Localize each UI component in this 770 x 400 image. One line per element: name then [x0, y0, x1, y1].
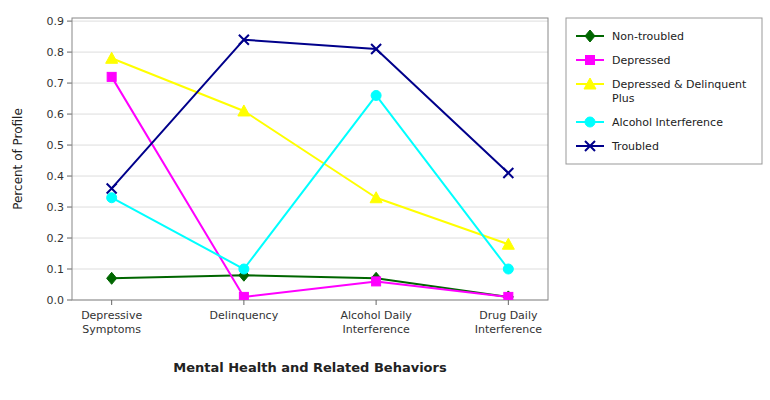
x-tick-label: DepressiveSymptoms	[81, 309, 142, 336]
grid-line	[72, 114, 548, 115]
point	[107, 272, 117, 284]
legend-item: Depressed & DelinquentPlus	[576, 78, 747, 105]
point	[107, 193, 117, 203]
y-tick	[67, 300, 72, 301]
legend-label: Non-troubled	[612, 30, 684, 43]
legend-item: Troubled	[576, 140, 659, 153]
series	[106, 52, 515, 249]
series-line	[112, 40, 509, 189]
legend-item: Alcohol Interference	[576, 116, 723, 129]
legend-item: Non-troubled	[576, 30, 684, 43]
grid-line	[72, 238, 548, 239]
legend-marker	[585, 141, 595, 151]
grid-line	[72, 83, 548, 84]
series	[107, 72, 513, 300]
legend-label: Alcohol Interference	[612, 116, 723, 129]
y-tick	[67, 269, 72, 270]
point	[371, 44, 381, 54]
y-tick-label: 0.3	[47, 201, 65, 214]
grid-line	[72, 21, 548, 22]
series	[107, 269, 514, 300]
point	[239, 292, 248, 300]
y-axis: 0.0 0.1 0.2 0.3 0.4 0.5 0.6 0.7 0.8 0.9	[47, 15, 73, 307]
y-tick-label: 0.9	[47, 15, 65, 28]
y-tick	[67, 21, 72, 22]
y-tick-label: 0.4	[47, 170, 65, 183]
legend-label: Troubled	[611, 140, 659, 153]
x-axis: DepressiveSymptoms Delinquency Alcohol Dai…	[81, 300, 542, 336]
point	[372, 277, 381, 286]
y-tick-label: 0.6	[47, 108, 65, 121]
plot-frame	[72, 18, 548, 300]
x-tick-label: Alcohol DailyInterference	[340, 309, 412, 336]
point	[502, 238, 514, 249]
legend-box	[566, 18, 762, 164]
point	[239, 35, 249, 45]
y-tick	[67, 145, 72, 146]
series	[107, 90, 514, 274]
point	[371, 90, 381, 100]
legend-item: Depressed	[576, 54, 670, 67]
y-tick	[67, 176, 72, 177]
x-tick-label: Drug DailyInterference	[475, 309, 543, 336]
point	[238, 105, 250, 116]
point	[503, 264, 513, 274]
point	[107, 72, 116, 81]
y-tick-label: 0.8	[47, 46, 65, 59]
y-tick	[67, 52, 72, 53]
point	[370, 192, 382, 203]
point	[239, 264, 249, 274]
point	[106, 52, 118, 63]
y-tick	[67, 114, 72, 115]
y-tick	[67, 238, 72, 239]
x-tick	[376, 300, 377, 305]
point	[504, 292, 513, 300]
plot-area	[106, 35, 515, 300]
point	[503, 291, 513, 300]
y-axis-label: Percent of Profile	[11, 108, 25, 210]
x-tick	[508, 300, 509, 305]
grid-line	[72, 52, 548, 53]
legend-marker	[586, 56, 595, 65]
grid	[72, 21, 548, 300]
series	[107, 35, 514, 194]
x-tick-label: Delinquency	[210, 309, 279, 322]
legend: Non-troubled Depressed Depressed & Delinqu…	[566, 18, 762, 164]
legend-marker	[585, 117, 595, 127]
y-tick-label: 0.2	[47, 232, 65, 245]
y-tick-label: 0.5	[47, 139, 65, 152]
series-line	[112, 275, 509, 297]
series-line	[112, 77, 509, 297]
x-tick	[243, 300, 244, 305]
legend-marker	[585, 30, 595, 42]
grid-line	[72, 176, 548, 177]
legend-marker	[584, 78, 596, 89]
y-tick	[67, 207, 72, 208]
point	[107, 183, 117, 193]
y-tick-label: 0.7	[47, 77, 65, 90]
grid-line	[72, 269, 548, 270]
point	[503, 168, 513, 178]
legend-label: Depressed & DelinquentPlus	[612, 78, 747, 105]
y-tick-label: 0.0	[47, 294, 65, 307]
legend-label: Depressed	[612, 54, 670, 67]
y-tick-label: 0.1	[47, 263, 65, 276]
series-line	[112, 58, 509, 244]
grid-line	[72, 145, 548, 146]
x-tick	[111, 300, 112, 305]
y-tick	[67, 83, 72, 84]
x-axis-label: Mental Health and Related Behaviors	[173, 360, 447, 375]
grid-line	[72, 207, 548, 208]
chart: 0.0 0.1 0.2 0.3 0.4 0.5 0.6 0.7 0.8 0.9 Depressive…	[0, 0, 770, 400]
